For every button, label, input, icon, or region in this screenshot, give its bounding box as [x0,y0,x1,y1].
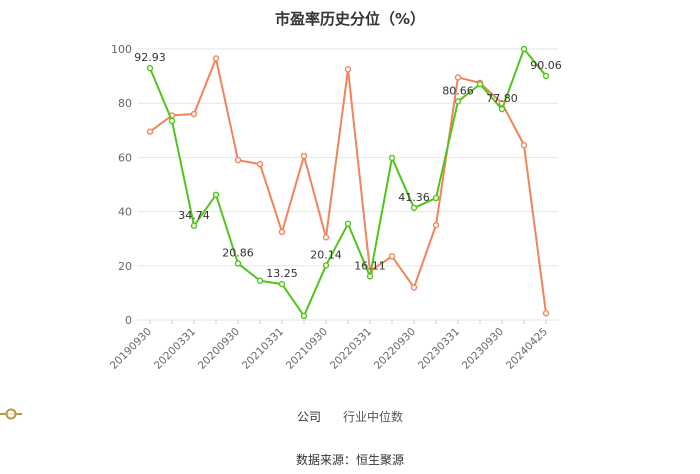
data-point-series-0 [410,204,418,212]
data-point-series-1 [278,228,286,236]
y-tick-label: 40 [118,206,132,219]
data-label: 16.11 [354,259,386,272]
data-point-series-0 [234,260,242,267]
x-tick-label: 20220331 [328,326,374,372]
data-point-series-1 [388,253,396,260]
x-tick-label: 20210930 [284,326,330,372]
x-tick-label: 20230930 [460,326,506,372]
legend-company-label: 公司 [296,410,321,424]
data-point-series-0 [476,81,484,88]
data-point-series-0 [256,277,264,284]
data-point-series-0 [520,45,528,53]
legend-industry-label: 行业中位数 [343,410,404,424]
data-point-series-0 [454,98,462,105]
data-point-series-0 [542,72,550,80]
data-label: 13.25 [266,267,298,280]
legend-item-company[interactable]: 公司 [0,408,321,425]
data-point-series-1 [146,128,154,135]
data-point-series-1 [520,142,528,149]
data-point-series-1 [234,156,242,164]
data-point-series-0 [498,105,506,113]
x-tick-label: 20200331 [152,326,198,372]
data-point-series-0 [300,312,308,320]
data-point-series-1 [300,152,308,160]
data-point-series-0 [322,262,330,269]
data-label: 92.93 [134,51,166,64]
legend: 公司 行业中位数 [0,408,700,425]
data-point-series-1 [322,234,330,241]
x-tick-label: 20240425 [504,326,550,372]
x-tick-label: 20210331 [240,326,286,372]
y-tick-label: 60 [118,151,132,164]
x-tick-label: 20190930 [108,326,154,372]
chart-title: 市盈率历史分位（%） [274,10,426,28]
data-point-series-0 [168,117,176,125]
source-text: 数据来源：恒生聚源 [295,453,404,467]
y-tick-label: 100 [111,43,132,56]
data-point-series-1 [190,110,198,118]
x-tick-label: 20200930 [196,326,242,372]
data-point-series-1 [256,160,264,168]
data-point-series-1 [410,284,418,291]
data-point-series-1 [454,74,462,81]
y-tick-label: 20 [118,260,132,273]
data-point-series-1 [432,221,440,229]
data-label: 90.06 [530,59,562,72]
data-point-series-1 [344,66,352,73]
data-point-series-0 [190,222,198,230]
data-point-series-1 [212,55,220,62]
data-label: 34.74 [178,209,210,222]
data-point-series-0 [344,220,352,227]
legend-item-industry[interactable]: 行业中位数 [0,408,404,425]
data-point-series-0 [366,273,374,280]
y-tick-label: 80 [118,97,132,110]
data-point-series-0 [432,194,440,202]
x-tick-label: 20230331 [416,326,462,372]
data-label: 80.66 [442,84,474,97]
data-point-series-0 [146,64,154,72]
legend-industry-icon [0,408,22,420]
data-label: 41.36 [398,191,430,204]
data-label: 20.14 [310,248,342,261]
y-tick-label: 0 [125,314,132,327]
data-point-series-0 [278,280,286,288]
data-point-series-0 [388,154,396,162]
data-label: 20.86 [222,246,254,259]
data-point-series-0 [212,191,220,198]
x-tick-label: 20220930 [372,326,418,372]
data-label: 77.80 [486,92,518,105]
data-point-series-1 [542,310,550,317]
